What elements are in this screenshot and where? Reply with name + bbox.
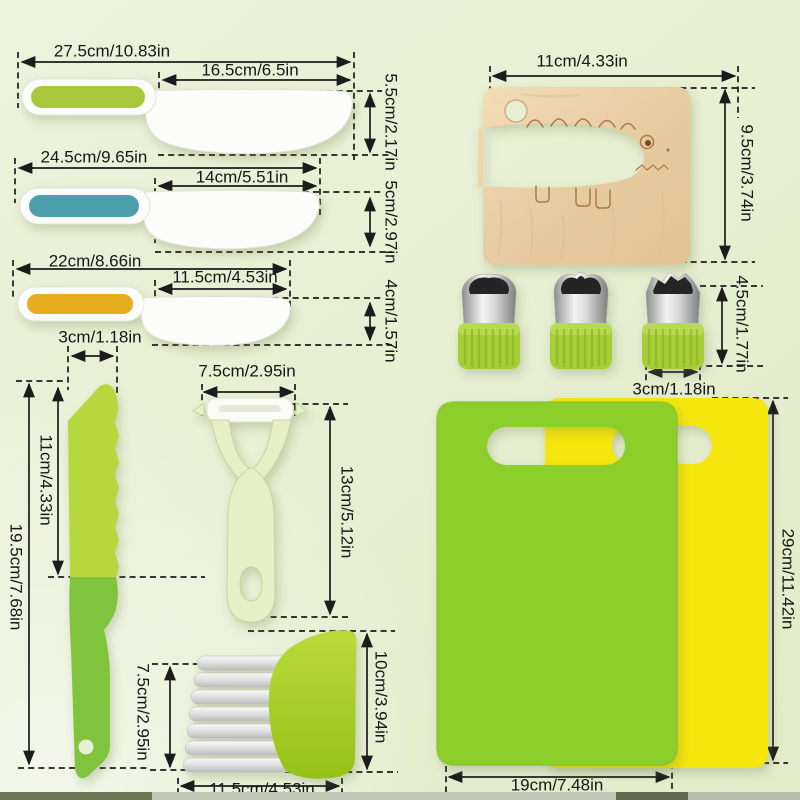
serrated-knife-handle (69, 578, 118, 779)
serrated-knife-blade (68, 384, 119, 578)
knife-medium-grip (29, 195, 139, 217)
dim-label-green-knife-blade: 11cm/4.33in (36, 434, 56, 526)
cutting-board-green (436, 401, 678, 766)
dim-label-knife1-height: 5.5cm/2.17in (381, 73, 401, 171)
hang-hole (504, 99, 528, 123)
dim-label-knife1-blade: 16.5cm/6.5in (201, 60, 299, 80)
dim-label-peeler-width: 7.5cm/2.95in (198, 361, 296, 381)
crocodile-engraving (526, 118, 670, 209)
dim-label-knife1-length: 27.5cm/10.83in (53, 41, 171, 61)
knife-large (21, 78, 353, 155)
vegetable-cutters (458, 271, 704, 369)
crinkle-cutter (182, 630, 357, 779)
crinkle-handle (268, 630, 357, 779)
dim-label-green-knife-width: 3cm/1.18in (58, 327, 142, 347)
serrated-knife (68, 384, 119, 779)
cutter-star (642, 271, 704, 369)
bottom-edge-strip (0, 792, 800, 800)
knife-large-grip (31, 86, 145, 108)
dim-label-knife2-length: 24.5cm/9.65in (40, 147, 148, 167)
dim-label-board-width: 19cm/7.48in (510, 775, 604, 795)
dim-label-crinkle-blade-height: 7.5cm/2.95in (133, 663, 153, 761)
cutter-flower (458, 274, 520, 369)
dim-label-knife2-blade: 14cm/5.51in (195, 167, 289, 187)
peeler (192, 397, 308, 623)
cutter-heart (550, 272, 612, 369)
dim-label-knife3-blade: 11.5cm/4.53in (172, 267, 278, 287)
dim-label-board-height: 29cm/11.42in (778, 528, 798, 630)
dim-label-cutter-width: 3cm/1.18in (632, 379, 716, 399)
knife-small-grip (27, 294, 133, 314)
knife-small (17, 286, 291, 346)
dim-label-croc-height: 9.5cm/3.74in (737, 124, 757, 222)
dim-label-green-knife-length: 19.5cm/7.68in (6, 523, 26, 631)
dim-label-knife3-length: 22cm/8.66in (48, 251, 142, 271)
peeler-handle (226, 467, 276, 623)
dim-label-croc-width: 11cm/4.33in (536, 51, 628, 71)
dim-label-knife3-height: 4cm/1.57in (381, 279, 401, 363)
dimension-arrows (15, 56, 779, 792)
wood-grain (497, 93, 665, 260)
crocodile-wood-cutter (478, 87, 690, 265)
dim-label-peeler-length: 13cm/5.12in (337, 465, 357, 559)
dim-label-knife2-height: 5cm/2.97in (381, 180, 401, 264)
dim-label-crinkle-height: 10cm/3.94in (371, 650, 391, 744)
knife-medium (19, 187, 320, 250)
handle-hole (78, 739, 94, 755)
dim-label-cutter-height: 4.5cm/1.77in (732, 275, 752, 373)
